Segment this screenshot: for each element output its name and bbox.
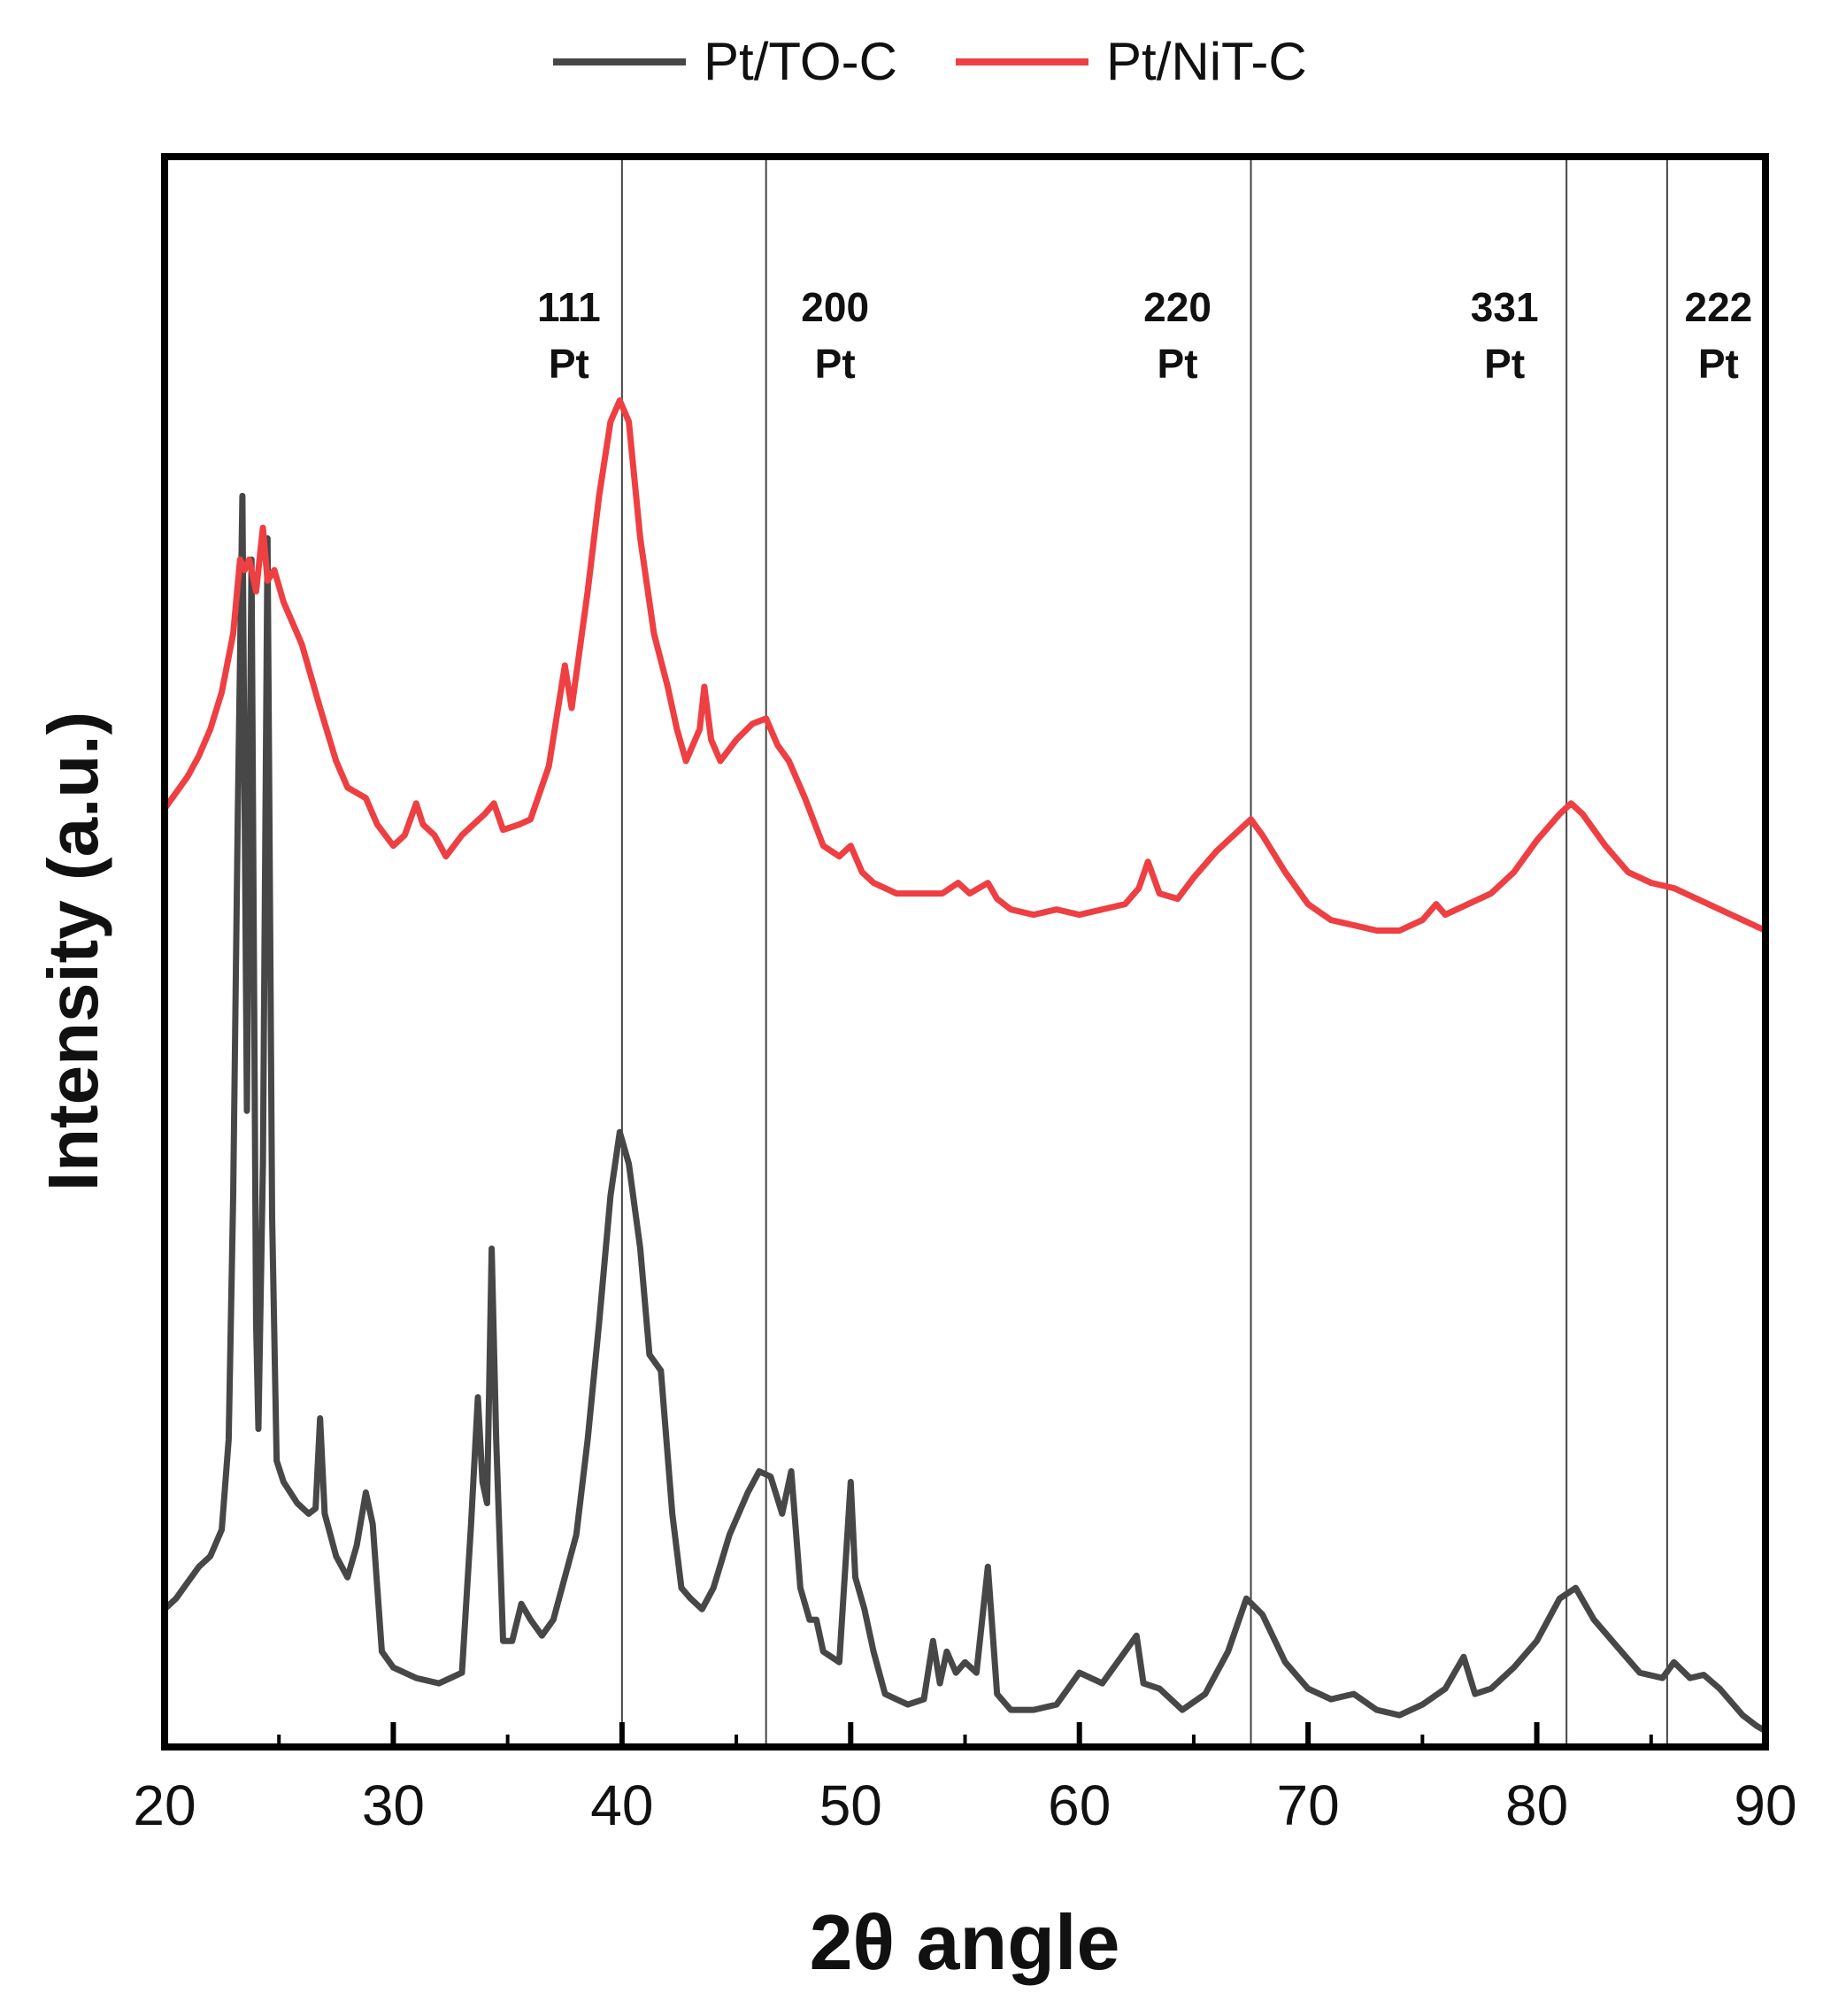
peak-label-index: 111 [537,284,601,330]
peak-label-element: Pt [1484,341,1525,387]
peak-label-element: Pt [815,341,856,387]
peak-label-index: 331 [1471,284,1539,330]
series-line-1 [161,492,1769,1735]
x-tick-label: 80 [1505,1774,1568,1837]
x-axis-label: 2θ angle [810,1898,1120,1986]
legend-label-series-1: Pt/TO-C [704,32,897,91]
x-tick-label: 50 [819,1774,882,1837]
legend: Pt/TO-C Pt/NiT-C [553,32,1307,91]
x-tick-label: 40 [590,1774,653,1837]
x-tick-label: 70 [1277,1774,1340,1837]
peak-label-element: Pt [1698,341,1739,387]
x-tick-label: 20 [133,1774,196,1837]
peak-label-element: Pt [1158,341,1198,387]
plot-frame [161,153,1769,1751]
x-tick-label: 90 [1734,1774,1796,1837]
y-axis-label: Intensity (a.u.) [34,712,112,1191]
legend-label-series-2: Pt/NiT-C [1106,32,1307,91]
peak-label-index: 222 [1685,284,1753,330]
series-line-2 [161,397,1769,934]
x-tick-label: 60 [1048,1774,1111,1837]
x-axis: 20 30 40 50 60 70 80 90 [133,1722,1797,1837]
peak-label-index: 200 [801,284,869,330]
x-tick-label: 30 [362,1774,425,1837]
peak-label-index: 220 [1143,284,1211,330]
peak-label-element: Pt [549,341,589,387]
reference-lines: 111 Pt 200 Pt 220 Pt 331 Pt 222 Pt [537,157,1752,1747]
series-layer [161,397,1769,1735]
